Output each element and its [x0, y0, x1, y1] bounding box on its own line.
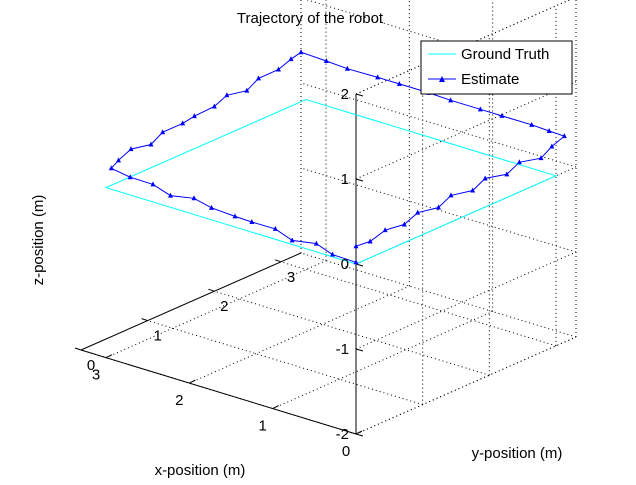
legend-box — [420, 40, 573, 95]
x-tick-label: 1 — [258, 418, 266, 435]
data-point-estimate — [180, 120, 186, 126]
data-point-estimate — [249, 218, 255, 224]
data-point-estimate — [108, 165, 114, 171]
data-point-estimate — [396, 80, 402, 86]
data-point-estimate — [344, 65, 350, 71]
data-point-estimate — [160, 129, 166, 135]
grid-line — [355, 336, 577, 435]
y-tick-mark — [274, 259, 282, 263]
grid-line — [272, 311, 493, 410]
legend-label-estimate: Estimate — [461, 71, 519, 88]
data-point-estimate — [401, 221, 407, 227]
data-point-estimate — [256, 75, 261, 81]
y-tick-label: 1 — [153, 328, 161, 345]
data-point-estimate — [191, 195, 197, 201]
grid-line — [105, 260, 327, 359]
z-tick-label: 2 — [341, 86, 349, 103]
series-line-ground-truth — [104, 98, 558, 265]
data-point-estimate — [276, 66, 281, 72]
data-point-estimate — [289, 237, 295, 243]
data-point-estimate — [150, 181, 156, 187]
data-point-estimate — [382, 227, 388, 233]
legend: Ground Truth Estimate — [420, 40, 573, 95]
data-point-estimate — [168, 192, 173, 198]
data-point-estimate — [353, 243, 359, 249]
data-point-estimate — [504, 171, 510, 177]
grid-line — [355, 251, 577, 350]
data-point-estimate — [148, 141, 154, 147]
data-point-estimate — [288, 56, 294, 62]
chart-title: Trajectory of the robot — [237, 10, 384, 27]
data-point-estimate — [477, 106, 483, 112]
series-line-estimate — [110, 51, 566, 263]
data-point-estimate — [538, 155, 544, 161]
x-tick-label: 3 — [92, 367, 100, 384]
data-point-estimate — [499, 112, 505, 118]
data-point-estimate — [116, 157, 121, 163]
data-point-estimate — [209, 204, 214, 210]
data-point-estimate — [244, 87, 250, 93]
x-tick-label: 2 — [175, 392, 183, 409]
data-point-estimate — [448, 97, 454, 103]
data-point-estimate — [436, 204, 441, 210]
z-tick-mark — [355, 263, 364, 267]
z-tick-mark — [355, 178, 364, 182]
data-point-estimate — [128, 146, 134, 152]
data-point-estimate — [191, 113, 197, 119]
data-point-estimate — [448, 192, 454, 198]
z-tick-mark — [355, 93, 364, 97]
grid-line — [355, 81, 577, 180]
y-tick-mark — [74, 347, 82, 351]
data-point-estimate — [546, 127, 552, 133]
z-tick-mark — [355, 433, 364, 437]
grid-line — [189, 285, 410, 384]
data-point-estimate — [470, 187, 476, 193]
z-tick-label: -1 — [336, 341, 349, 358]
data-point-estimate — [367, 238, 373, 244]
y-tick-label: 2 — [220, 298, 228, 315]
x-tick-mark — [272, 405, 279, 409]
x-axis-line — [80, 349, 357, 435]
data-point-estimate — [323, 58, 329, 64]
x-tick-mark — [105, 354, 113, 359]
data-point-estimate — [482, 175, 488, 181]
data-point-estimate — [127, 174, 133, 180]
y-axis-label: y-position (m) — [472, 445, 563, 462]
data-point-estimate — [330, 251, 335, 257]
x-tick-label: 0 — [342, 443, 350, 460]
x-axis-label: x-position (m) — [155, 462, 246, 479]
z-axis-label: z-position (m) — [30, 195, 47, 286]
y-tick-label: 3 — [287, 269, 295, 286]
y-tick-mark — [208, 288, 215, 292]
data-point-estimate — [561, 133, 567, 139]
data-point-estimate — [415, 209, 421, 215]
data-point-estimate — [232, 213, 238, 219]
z-tick-label: 1 — [341, 171, 349, 188]
data-point-estimate — [516, 159, 522, 165]
data-point-estimate — [375, 74, 381, 80]
data-point-estimate — [211, 103, 217, 109]
x-tick-mark — [355, 430, 363, 435]
data-point-estimate — [353, 259, 359, 265]
data-point-estimate — [549, 143, 555, 149]
legend-label-ground-truth: Ground Truth — [461, 46, 549, 63]
z-tick-label: 0 — [341, 256, 349, 273]
z-tick-mark — [355, 348, 364, 352]
y-axis-line — [80, 252, 302, 351]
data-point-estimate — [529, 121, 535, 127]
data-point-estimate — [224, 92, 230, 98]
data-point-estimate — [272, 225, 278, 231]
legend-marker-estimate — [439, 76, 445, 82]
x-tick-mark — [189, 379, 196, 384]
data-point-estimate — [313, 240, 319, 246]
y-tick-label: 0 — [87, 357, 95, 374]
data-point-estimate — [298, 49, 304, 55]
y-tick-mark — [141, 318, 148, 322]
data-series — [104, 49, 567, 265]
z-tick-label: -2 — [336, 426, 349, 443]
